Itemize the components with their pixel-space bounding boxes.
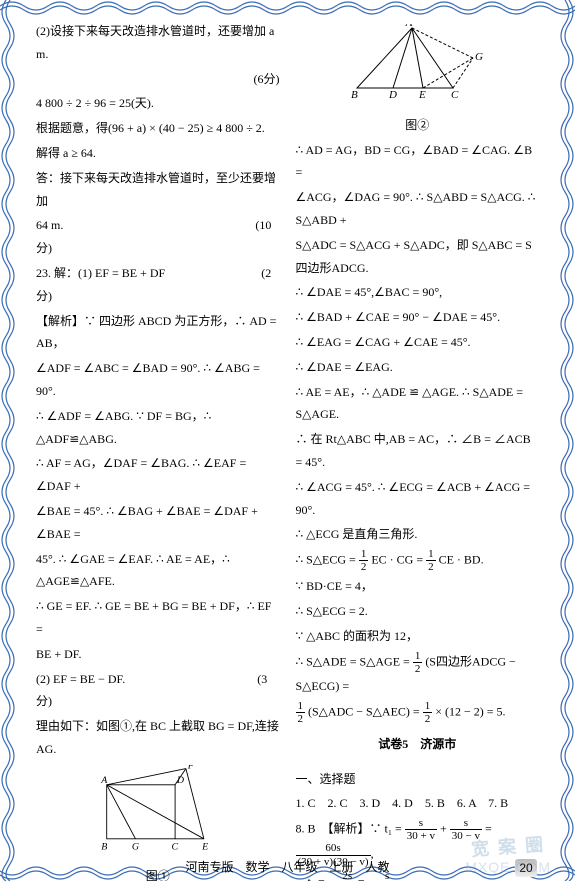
formula-line: ∴ S△ADE = S△AGE = 12 (S四边形ADCG − S△ECG) … xyxy=(296,650,540,698)
text-line: (2)设接下来每天改造排水管道时，还要增加 a m. xyxy=(36,20,280,66)
svg-text:F: F xyxy=(186,765,194,772)
figure-2: A B D E C G 图② xyxy=(296,24,540,137)
score: (6分) xyxy=(36,68,280,91)
text-line: ∴ S△ECG = 2. xyxy=(296,600,540,623)
text-line: ∴ AE = AE，∴ △ADE ≌ △AGE. ∴ S△ADE = S△AGE… xyxy=(296,381,540,427)
text-line: ∴ △ECG 是直角三角形. xyxy=(296,523,540,546)
text: = xyxy=(358,874,368,881)
text: CE · BD. xyxy=(439,552,484,566)
text-line: ∴ ∠DAE = ∠EAG. xyxy=(296,356,540,379)
text-line: 23. 解：(1) EF = BE + DF (2分) xyxy=(36,262,280,308)
text-line: ∴ ∠ACG = 45°. ∴ ∠ECG = ∠ACB + ∠ACG = 90°… xyxy=(296,476,540,522)
text-line: ∠BAE = 45°. ∴ ∠BAG + ∠BAE = ∠DAF + ∠BAE … xyxy=(36,500,280,546)
page-footer: 河南专版 数学 八年级 上册 人教 xyxy=(0,858,575,875)
svg-text:D: D xyxy=(388,89,397,101)
text: = xyxy=(485,822,492,836)
fraction: 12 xyxy=(426,548,436,573)
text: ∴ S△ADE = S△AGE = xyxy=(296,654,413,668)
text-line: 理由如下：如图①,在 BC 上截取 BG = DF,连接 AG. xyxy=(36,715,280,761)
svg-text:C: C xyxy=(171,841,178,852)
svg-text:A: A xyxy=(405,24,413,29)
page-border-top xyxy=(0,0,575,16)
svg-text:D: D xyxy=(176,775,184,786)
text-line: 45°. ∴ ∠GAE = ∠EAF. ∴ AE = AE，∴ △AGE≌△AF… xyxy=(36,548,280,594)
text-line: ∴ GE = EF. ∴ GE = BE + BG = BE + DF，∴ EF… xyxy=(36,595,280,641)
text-line: ∴ AD = AG，BD = CG，∠BAD = ∠CAG. ∠B = xyxy=(296,139,540,185)
page-border-left xyxy=(0,0,16,881)
text-line: ∴ ∠DAE = 45°,∠BAC = 90°, xyxy=(296,281,540,304)
right-column: A B D E C G 图② ∴ AD = AG，BD = CG，∠BAD = ∠C… xyxy=(296,20,540,881)
text-line: 解得 a ≥ 64. xyxy=(36,142,280,165)
text: t₂ = xyxy=(308,874,328,881)
text-line: ∠ACG，∠DAG = 90°. ∴ S△ABD = S△ACG. ∴ S△AB… xyxy=(296,186,540,232)
svg-text:E: E xyxy=(201,841,208,852)
svg-text:C: C xyxy=(451,89,459,101)
text: + xyxy=(440,822,450,836)
text: ∴ S△ECG = xyxy=(296,552,359,566)
text-line: ∴ 在 Rt△ABC 中,AB = AC，∴ ∠B = ∠ACB = 45°. xyxy=(296,428,540,474)
svg-text:B: B xyxy=(101,841,107,852)
text-line: 答：接下来每天改造排水管道时，至少还要增加 xyxy=(36,167,280,213)
svg-text:A: A xyxy=(100,775,108,786)
text-line: 64 m. (10分) xyxy=(36,214,280,260)
text-line: ∵ BD·CE = 4， xyxy=(296,575,540,598)
fraction: 12 xyxy=(423,700,433,725)
text-line: ∴ ∠ADF = ∠ABG. ∵ DF = BG，∴ △ADF≌△ABG. xyxy=(36,405,280,451)
text: = xyxy=(413,704,423,718)
fraction: 12 xyxy=(413,650,423,675)
text-line: (2) EF = BE − DF. (3分) xyxy=(36,668,280,714)
text-line: ∴ ∠EAG = ∠CAG + ∠CAE = 45°. xyxy=(296,331,540,354)
figure-2-caption: 图② xyxy=(296,114,540,137)
fraction: s30 − v xyxy=(450,817,482,842)
text: EC · CG = xyxy=(371,552,426,566)
section-title: 试卷5 济源市 xyxy=(296,733,540,756)
svg-text:E: E xyxy=(418,89,426,101)
formula-line: 12 (S△ADC − S△AEC) = 12 × (12 − 2) = 5. xyxy=(296,700,540,725)
choices-row: 1. C 2. C 3. D 4. D 5. B 6. A 7. B xyxy=(296,792,540,815)
choice-header: 一、选择题 xyxy=(296,768,540,791)
text-line: ∠ADF = ∠ABC = ∠BAD = 90°. ∴ ∠ABG = 90°. xyxy=(36,357,280,403)
text-line: ∴ ∠BAD + ∠CAE = 90° − ∠DAE = 45°. xyxy=(296,306,540,329)
text-line: BE + DF. xyxy=(36,643,280,666)
text-line: 根据题意，得(96 + a) × (40 − 25) ≥ 4 800 ÷ 2. xyxy=(36,117,280,140)
formula-line: ∴ S△ECG = 12 EC · CG = 12 CE · BD. xyxy=(296,548,540,573)
text: 8. B 【解析】∵ t₁ = xyxy=(296,822,405,836)
text: (S△ADC − S△AEC) xyxy=(308,704,410,718)
text-line: ∴ AF = AG，∠DAF = ∠BAG. ∴ ∠EAF = ∠DAF + xyxy=(36,452,280,498)
text-line: 4 800 ÷ 2 ÷ 96 = 25(天). xyxy=(36,92,280,115)
fraction: 12 xyxy=(296,700,306,725)
svg-text:B: B xyxy=(351,89,358,101)
page-number: 20 xyxy=(515,859,537,877)
text-line: ∵ △ABC 的面积为 12， xyxy=(296,625,540,648)
left-column: (2)设接下来每天改造排水管道时，还要增加 a m. (6分) 4 800 ÷ … xyxy=(36,20,280,881)
text-line: 【解析】∵ 四边形 ABCD 为正方形，∴ AD = AB， xyxy=(36,310,280,356)
text: × (12 − 2) = 5. xyxy=(435,704,505,718)
fraction: 12 xyxy=(359,548,369,573)
page-border-right xyxy=(559,0,575,881)
text-line: S△ADC = S△ACG + S△ADC，即 S△ABC = S四边形ADCG… xyxy=(296,234,540,280)
svg-text:G: G xyxy=(475,51,483,63)
svg-text:G: G xyxy=(132,841,139,852)
fraction: s30 + v xyxy=(405,817,437,842)
